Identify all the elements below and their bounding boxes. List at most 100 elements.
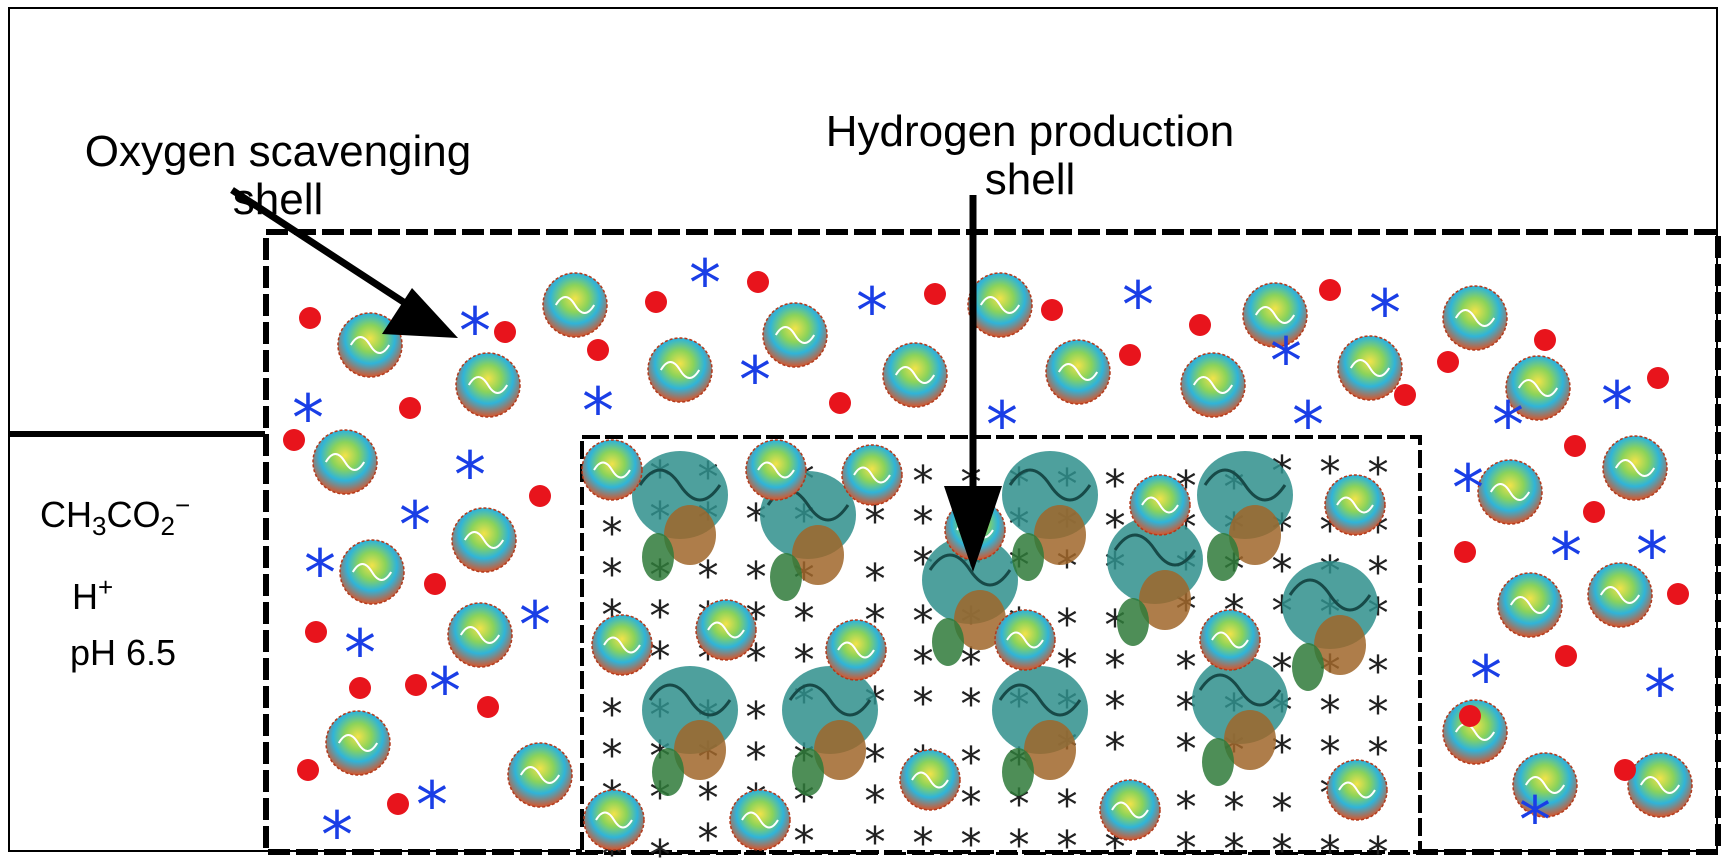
hydrogen-star-icon: * <box>1105 461 1126 510</box>
scavenger-protein-icon <box>745 439 807 501</box>
scavenger-star-icon: * <box>1270 326 1302 400</box>
protein-strand <box>603 636 641 654</box>
hydrogenase-enzyme-icon <box>782 666 878 796</box>
protein-strand <box>351 563 393 581</box>
oxygen-dot-icon <box>299 307 321 329</box>
oxygen-dot-icon <box>829 392 851 414</box>
oxygen-dot-icon <box>1583 501 1605 523</box>
enzyme-subunit-green <box>1117 598 1149 646</box>
hydrogen-star-icon: * <box>1176 643 1197 692</box>
scavenger-protein-icon <box>1442 285 1508 351</box>
hydrogen-star-icon: * <box>1176 824 1197 859</box>
enzyme-coil <box>1008 468 1092 502</box>
scavenger-protein-icon <box>507 742 573 808</box>
hydrogenase-enzyme-icon <box>1002 451 1098 581</box>
hydrogen-star-icon: * <box>865 818 886 859</box>
oxygen-dot-icon <box>747 271 769 293</box>
acetate-label: CH3CO2− <box>40 490 191 542</box>
enzyme-subunit <box>1034 505 1086 565</box>
scavenger-star-icon: * <box>1550 521 1582 595</box>
protein-strand <box>1509 596 1551 614</box>
enzyme-subunit-green <box>1002 748 1034 796</box>
scavenger-protein-icon <box>1199 609 1261 671</box>
hydrogen-star-icon: * <box>602 690 623 739</box>
hydrogen-star-icon: * <box>746 553 767 602</box>
oxygen-dot-icon <box>1564 435 1586 457</box>
oxygen-dot-icon <box>1614 759 1636 781</box>
hydrogen-star-icon: * <box>913 638 934 687</box>
hydrogen-star-icon: * <box>913 498 934 547</box>
enzyme-subunit <box>674 720 726 780</box>
oxygen-dot-icon <box>645 291 667 313</box>
hydrogen-star-icon: * <box>602 550 623 599</box>
protein-strand <box>459 626 501 644</box>
hydrogen-star-icon: * <box>865 736 886 785</box>
protein-strand <box>1211 631 1249 649</box>
enzyme-coil <box>1113 533 1197 567</box>
hydrogen-star-icon: * <box>602 509 623 558</box>
enzyme-coil <box>1198 673 1282 707</box>
protein-strand <box>853 466 891 484</box>
oxygen-dot-icon <box>399 397 421 419</box>
protein-strand <box>1254 306 1296 324</box>
hydrogenase-enzyme-icon <box>1197 451 1293 581</box>
oxygen-dot-icon <box>305 621 327 643</box>
protein-strand <box>1517 379 1559 397</box>
scavenger-star-icon: * <box>399 490 431 564</box>
hydrogen-star-icon: * <box>865 777 886 826</box>
hydrogen-star-icon: * <box>1105 724 1126 773</box>
enzyme-coil <box>1203 468 1287 502</box>
oxygen-shell-arrowhead <box>382 288 458 338</box>
hydrogen-star-icon: * <box>1057 822 1078 859</box>
protein-strand <box>1524 776 1566 794</box>
oxygen-dot-icon <box>1454 541 1476 563</box>
scavenger-star-icon: * <box>856 276 888 350</box>
oxygen-dot-icon <box>1041 299 1063 321</box>
scavenger-protein-icon <box>1242 282 1308 348</box>
enzyme-coil <box>928 553 1012 587</box>
scavenger-protein-icon <box>1477 459 1543 525</box>
scavenger-protein-icon <box>591 614 653 676</box>
protein-strand <box>595 811 633 829</box>
hydrogen-star-icon: * <box>1176 725 1197 774</box>
protein-strand <box>741 811 779 829</box>
hydrogen-star-icon: * <box>913 597 934 646</box>
scavenger-star-icon: * <box>1470 644 1502 718</box>
hydrogen-star-icon: * <box>602 731 623 780</box>
scavenger-protein-icon <box>1505 355 1571 421</box>
scavenger-protein-icon <box>825 619 887 681</box>
scavenger-protein-icon <box>1099 779 1161 841</box>
protein-strand <box>894 366 936 384</box>
scavenger-protein-icon <box>1587 562 1653 628</box>
protein-strand <box>1454 309 1496 327</box>
hydrogenase-enzyme-icon <box>922 536 1018 666</box>
scavenger-protein-icon <box>447 602 513 668</box>
protein-strand <box>1192 376 1234 394</box>
enzyme-subunit-green <box>642 533 674 581</box>
scavenger-star-icon: * <box>582 376 614 450</box>
scavenger-protein-icon <box>994 609 1056 671</box>
hydrogen-star-icon: * <box>1224 784 1245 833</box>
enzyme-subunit-green <box>1292 643 1324 691</box>
hydrogen-shell-arrowhead <box>944 486 1002 572</box>
scavenger-star-icon: * <box>1519 785 1551 859</box>
oxygen-dot-icon <box>1437 351 1459 373</box>
ph-label: pH 6.5 <box>70 632 177 673</box>
enzyme-coil <box>998 683 1082 717</box>
hydrogen-star-icon: * <box>865 555 886 604</box>
hydrogen-star-icon: * <box>794 595 815 644</box>
scavenger-star-icon: * <box>292 383 324 457</box>
enzyme-subunit <box>954 590 1006 650</box>
scavenger-star-icon: * <box>1292 390 1324 464</box>
scavenger-star-icon: * <box>1369 278 1401 352</box>
scavenger-star-icon: * <box>1601 370 1633 444</box>
protein-strand <box>1349 359 1391 377</box>
hydrogen-star-icon: * <box>961 779 982 828</box>
hydrogen-star-icon: * <box>1368 688 1389 737</box>
enzyme-subunit-green <box>1202 738 1234 786</box>
scavenger-protein-icon <box>729 789 791 851</box>
proton-label: H+ <box>72 572 114 617</box>
scavenger-protein-icon <box>1180 352 1246 418</box>
scavenger-protein-icon <box>762 302 828 368</box>
protein-strand <box>1141 496 1179 514</box>
